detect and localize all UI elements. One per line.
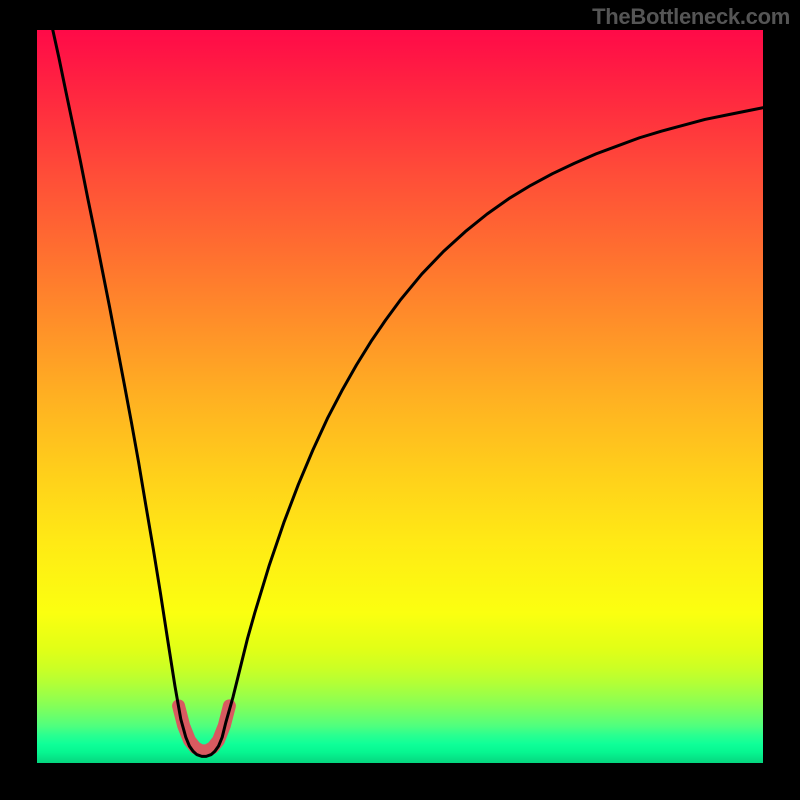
watermark-text: TheBottleneck.com: [592, 4, 790, 30]
plot-background: [37, 30, 763, 763]
chart-container: TheBottleneck.com: [0, 0, 800, 800]
chart-svg: [0, 0, 800, 800]
